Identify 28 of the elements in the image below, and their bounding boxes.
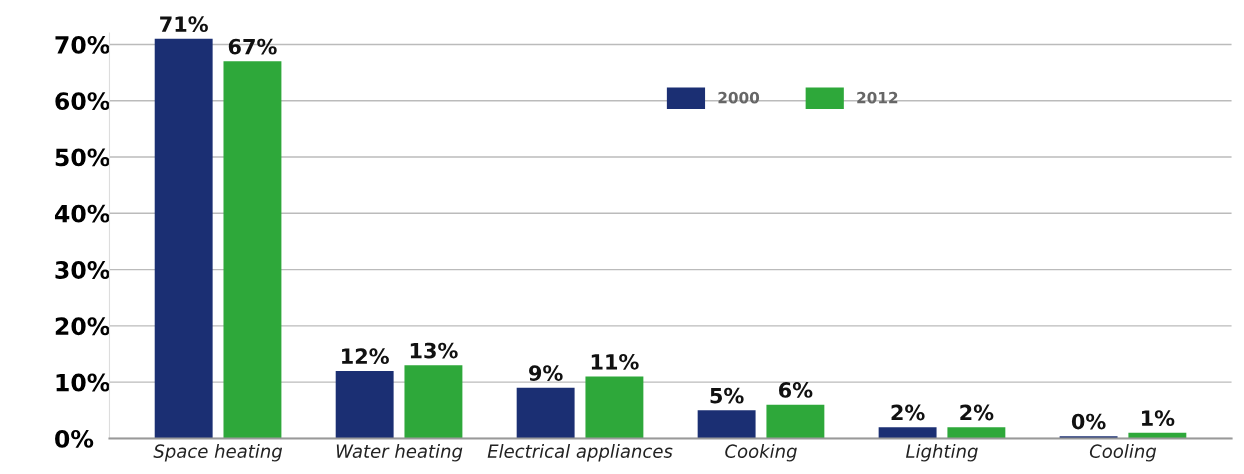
x-tick-label: Cooking <box>725 444 797 462</box>
y-tick-label: 50% <box>55 148 110 167</box>
data-label: 5% <box>710 387 744 404</box>
y-tick-label: 30% <box>55 261 110 279</box>
data-label: 2% <box>891 404 925 421</box>
data-label: 6% <box>779 382 813 398</box>
data-label: 11% <box>591 353 639 370</box>
y-tick-label: 70% <box>55 35 110 54</box>
legend-label: 2000 <box>718 91 760 104</box>
x-tick-label: Space heating <box>153 444 283 462</box>
x-tick-label: Electrical appliances <box>487 444 673 462</box>
y-tick-label: 10% <box>56 373 110 392</box>
data-label: 9% <box>529 365 563 381</box>
y-tick-label: 60% <box>55 92 110 111</box>
data-label: 2% <box>960 404 994 421</box>
y-tick-label: 40% <box>54 204 110 223</box>
data-label: 13% <box>410 342 458 359</box>
legend-label: 2012 <box>857 91 898 104</box>
data-label: 0% <box>1071 413 1106 430</box>
data-label: 1% <box>1142 410 1175 427</box>
x-tick-label: Lighting <box>905 444 978 462</box>
x-tick-label: Water heating <box>336 444 463 462</box>
data-label: 71% <box>160 16 208 32</box>
data-label: 12% <box>342 348 389 365</box>
data-label: 67% <box>228 38 277 55</box>
y-tick-label: 20% <box>55 317 110 336</box>
x-tick-label: Cooling <box>1089 444 1157 462</box>
y-tick-label: 0% <box>55 429 94 448</box>
